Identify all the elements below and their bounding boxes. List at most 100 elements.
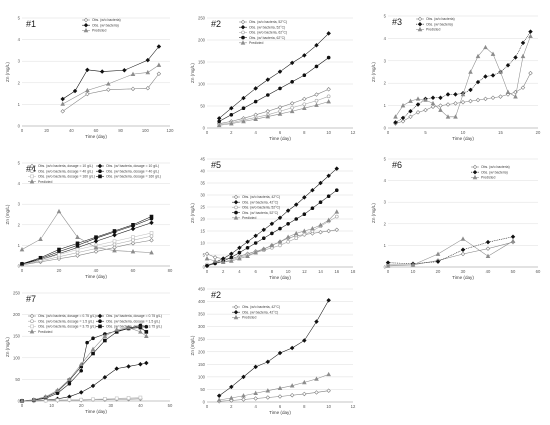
x-tick-label: 2 — [230, 130, 233, 135]
x-tick-label: 5 — [424, 130, 427, 135]
legend-entry: Obs. (w/o bacteria) — [92, 18, 121, 22]
data-point — [435, 251, 441, 256]
data-point — [278, 226, 282, 231]
y-tick-label: 5 — [18, 16, 21, 21]
legend-marker — [472, 164, 478, 170]
data-point — [385, 263, 391, 268]
y-tick-label: 0 — [18, 264, 21, 269]
series-line-predicted — [219, 374, 329, 401]
x-tick-label: 10 — [461, 130, 466, 135]
data-point — [216, 393, 222, 398]
series-line-predicted — [387, 238, 514, 267]
data-point — [229, 105, 234, 111]
x-axis-label: Time (day) — [269, 410, 291, 415]
data-point — [38, 236, 43, 242]
data-point — [91, 397, 95, 402]
data-point — [55, 387, 60, 393]
y-tick-label: 350 — [198, 312, 206, 317]
data-point — [490, 95, 496, 100]
legend-entry: Predicted — [38, 330, 52, 334]
data-point — [485, 246, 491, 251]
y-tick-label: 200 — [198, 38, 206, 43]
data-point — [149, 214, 154, 219]
legend-marker — [241, 35, 245, 40]
data-point — [490, 73, 496, 78]
data-point — [112, 232, 117, 238]
data-point — [79, 368, 83, 373]
legend-marker — [417, 26, 423, 32]
data-point — [138, 325, 143, 330]
data-point — [149, 238, 154, 243]
legend-marker — [30, 324, 34, 329]
data-point — [269, 221, 275, 227]
data-point — [430, 95, 436, 100]
legend-marker — [233, 314, 239, 320]
legend-entry: Obs. (w/ bacteria) — [92, 23, 119, 27]
data-point — [99, 69, 105, 74]
data-point — [505, 89, 511, 94]
y-tick-label: 4 — [384, 178, 387, 183]
data-point — [400, 119, 406, 124]
y-tick-label: 3 — [384, 200, 387, 205]
legend-marker — [417, 16, 423, 22]
y-tick-label: 0 — [18, 124, 21, 129]
data-point — [285, 234, 291, 239]
legend-marker — [98, 174, 102, 179]
series-line-obs-w-bacteria-42-c — [219, 300, 329, 396]
series-line-obs-w-bacteria-dosage-3-75-g-l — [21, 327, 147, 402]
data-point — [334, 188, 339, 192]
series-line-predicted — [21, 210, 152, 253]
data-point — [156, 62, 162, 67]
data-point — [265, 388, 271, 393]
data-point — [85, 87, 90, 93]
legend-marker — [98, 319, 102, 324]
legend-marker — [29, 163, 35, 169]
data-point — [237, 250, 242, 255]
data-point — [60, 109, 65, 114]
data-point — [393, 120, 398, 125]
x-tick-label: 60 — [536, 269, 541, 274]
data-point — [38, 255, 43, 260]
y-tick-label: 0 — [203, 400, 206, 405]
data-point — [400, 115, 406, 121]
y-tick-label: 100 — [198, 82, 206, 87]
legend: Obs. (w/o bacteria, 52°C)Obs. (w/ bacter… — [239, 19, 287, 45]
data-point — [72, 88, 78, 94]
data-point — [90, 346, 96, 351]
data-point — [326, 94, 331, 99]
data-point — [277, 350, 283, 356]
data-point — [253, 99, 258, 104]
data-point — [130, 249, 136, 254]
series-line-obs-w-bacteria-62-c — [219, 57, 329, 122]
x-tick-label: 40 — [69, 128, 74, 133]
data-point — [520, 85, 526, 90]
y-axis-label: Zn (mg/L) — [5, 62, 10, 82]
x-axis-label: Time (day) — [452, 275, 474, 280]
data-point — [318, 222, 323, 227]
panel-label: #7 — [26, 294, 36, 304]
data-point — [78, 361, 84, 367]
data-point — [326, 194, 331, 198]
data-point — [265, 359, 271, 365]
x-tick-label: 14 — [318, 269, 323, 274]
y-tick-label: 2 — [18, 80, 21, 85]
x-tick-label: 10 — [326, 404, 331, 409]
data-point — [131, 235, 135, 239]
data-point — [438, 107, 443, 112]
data-point — [126, 325, 131, 330]
series-line-predicted — [21, 327, 147, 402]
y-tick-label: 50 — [200, 387, 205, 392]
data-point — [445, 92, 451, 97]
x-tick-label: 0 — [21, 268, 24, 273]
data-point — [75, 234, 80, 239]
chart-p1: 0 1 2 3 4 5 0 20 40 60 80 100 120 Time (day) Zn (mg/L)… — [5, 16, 174, 140]
data-point — [265, 114, 271, 119]
legend-marker — [83, 27, 89, 33]
data-point — [334, 166, 340, 171]
panel-label: #3 — [392, 17, 402, 27]
legend-entry: Predicted — [92, 29, 106, 33]
panel-label: #5 — [211, 160, 221, 170]
data-point — [314, 92, 319, 97]
legend-marker — [233, 199, 239, 205]
data-point — [149, 250, 154, 255]
